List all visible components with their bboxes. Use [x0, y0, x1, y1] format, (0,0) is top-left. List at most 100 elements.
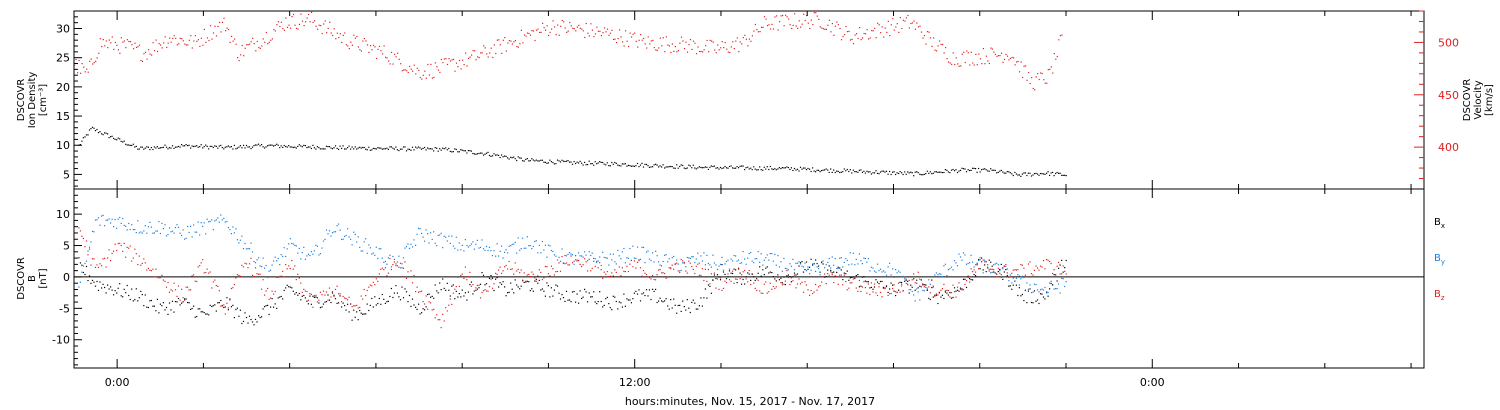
data-point: [584, 288, 586, 290]
data-point: [723, 47, 725, 49]
data-point: [473, 290, 475, 292]
data-point: [246, 44, 248, 46]
data-point: [351, 319, 353, 321]
data-point: [387, 272, 389, 274]
data-point: [952, 52, 954, 54]
data-point: [705, 45, 707, 47]
data-point: [571, 254, 574, 256]
data-point: [667, 276, 669, 278]
data-point: [882, 270, 885, 272]
data-point: [713, 272, 715, 274]
data-point: [117, 243, 119, 245]
data-point: [943, 283, 945, 285]
data-point: [261, 288, 263, 290]
data-point: [241, 322, 243, 325]
data-point: [763, 283, 765, 285]
data-point: [899, 271, 901, 273]
data-point: [679, 165, 681, 168]
data-point: [664, 272, 666, 275]
data-point: [424, 146, 426, 149]
data-point: [446, 310, 448, 312]
data-point: [940, 289, 942, 291]
data-point: [93, 231, 95, 233]
data-point: [778, 279, 780, 281]
data-point: [315, 294, 317, 296]
data-point: [608, 165, 610, 167]
data-point: [818, 169, 820, 171]
data-point: [1003, 271, 1005, 273]
data-point: [141, 232, 143, 234]
data-point: [750, 279, 752, 281]
data-point: [931, 279, 933, 281]
data-point: [507, 292, 509, 294]
data-point: [584, 251, 586, 253]
data-point: [425, 306, 427, 308]
data-point: [1024, 274, 1026, 276]
data-point: [433, 76, 435, 78]
data-point: [324, 301, 326, 303]
data-point: [282, 298, 284, 300]
data-point: [961, 259, 963, 261]
data-point: [458, 151, 460, 153]
data-point: [197, 146, 199, 148]
data-point: [182, 40, 184, 42]
data-point: [988, 268, 990, 270]
data-point: [501, 283, 503, 285]
data-point: [520, 285, 522, 287]
data-point: [206, 37, 208, 39]
data-point: [237, 57, 239, 59]
data-point: [851, 282, 853, 284]
data-point: [813, 12, 815, 14]
data-point: [721, 256, 723, 258]
data-point: [483, 45, 485, 47]
data-point: [799, 263, 802, 265]
data-point: [738, 259, 740, 261]
data-point: [748, 38, 750, 40]
data-point: [757, 169, 759, 171]
data-point: [217, 217, 219, 219]
data-point: [768, 259, 770, 261]
data-point: [543, 26, 545, 29]
data-point: [531, 30, 533, 32]
data-point: [769, 282, 771, 284]
data-point: [135, 145, 137, 147]
data-point: [285, 287, 287, 289]
data-point: [959, 169, 962, 171]
data-point: [537, 252, 539, 254]
data-point: [1006, 171, 1008, 173]
data-point: [199, 308, 201, 310]
data-point: [368, 51, 370, 53]
data-point: [496, 154, 498, 156]
data-point: [409, 65, 411, 67]
data-point: [750, 283, 752, 286]
data-point: [214, 145, 216, 147]
data-point: [393, 258, 395, 260]
data-point: [881, 170, 883, 172]
data-point: [384, 302, 386, 304]
data-point: [347, 299, 349, 301]
data-point: [464, 150, 466, 152]
data-point: [457, 151, 459, 153]
data-point: [680, 269, 682, 271]
data-point: [227, 145, 229, 147]
data-point: [828, 274, 830, 276]
data-point: [1029, 172, 1031, 174]
data-point: [729, 52, 731, 54]
data-point: [715, 264, 717, 266]
data-point: [455, 290, 457, 292]
data-point: [387, 148, 389, 150]
data-point: [727, 273, 729, 275]
data-point: [540, 289, 542, 291]
data-point: [642, 270, 645, 272]
data-point: [172, 37, 174, 39]
data-point: [626, 40, 628, 42]
data-point: [372, 306, 374, 308]
data-point: [982, 259, 984, 261]
data-point: [273, 145, 275, 147]
data-point: [408, 294, 411, 297]
data-point: [341, 301, 343, 303]
data-point: [949, 296, 951, 298]
data-point: [1065, 281, 1067, 283]
data-point: [1061, 273, 1063, 275]
data-point: [399, 148, 402, 150]
